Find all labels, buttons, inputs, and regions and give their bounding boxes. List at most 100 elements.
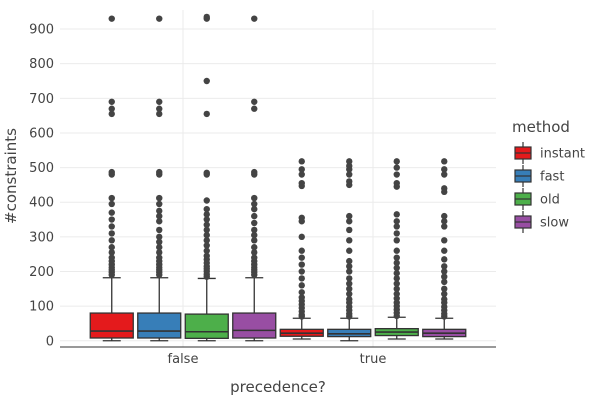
outlier-point: [393, 211, 400, 218]
outlier-point: [441, 268, 448, 275]
outlier-point: [441, 278, 448, 286]
legend-label: instant: [540, 147, 585, 162]
outlier-point: [393, 223, 400, 230]
outlier-point: [441, 290, 448, 298]
y-tick-label: 100: [29, 300, 54, 315]
outlier-point: [346, 257, 353, 265]
legend-label: old: [540, 193, 560, 208]
outlier-point: [298, 166, 305, 173]
outlier-point: [393, 285, 400, 293]
outlier-point: [393, 237, 400, 244]
box-old-true: [374, 158, 419, 340]
outlier-point: [203, 237, 210, 244]
outlier-point: [298, 268, 305, 275]
outlier-point: [156, 254, 163, 261]
legend-label: slow: [540, 216, 569, 231]
outlier-point: [346, 280, 353, 287]
x-tick-label: true: [360, 352, 387, 367]
legend-key-fast: fast: [514, 165, 564, 187]
outlier-point: [156, 212, 163, 220]
outlier-point: [156, 244, 163, 251]
legend-key-old: old: [514, 188, 560, 210]
outlier-point: [108, 237, 115, 244]
box-plots: [89, 13, 467, 342]
outlier-point: [346, 158, 353, 165]
outlier-point: [393, 164, 400, 171]
outlier-point: [108, 244, 115, 251]
outlier-point: [108, 105, 115, 112]
outlier-point: [346, 285, 353, 293]
outlier-point: [346, 275, 353, 282]
outlier-point: [108, 209, 115, 216]
outlier-point: [156, 226, 163, 234]
outlier-point: [393, 270, 400, 277]
y-tick-label: 0: [46, 334, 54, 349]
box-slow-false: [232, 15, 277, 342]
x-axis-title: precedence?: [230, 378, 326, 396]
outlier-point: [346, 296, 353, 303]
outlier-point: [441, 158, 448, 165]
outlier-point: [251, 200, 258, 208]
y-tick-label: 500: [29, 161, 54, 176]
outlier-point: [441, 273, 448, 280]
outlier-point: [346, 290, 353, 298]
outlier-point: [298, 233, 305, 241]
outlier-point: [156, 98, 163, 105]
box-iqr: [184, 313, 229, 339]
outlier-point: [441, 212, 448, 220]
outlier-point: [156, 168, 163, 176]
outlier-point: [108, 254, 115, 261]
outlier-point: [203, 211, 210, 218]
outlier-point: [298, 275, 305, 282]
box-iqr: [137, 312, 182, 339]
outlier-point: [251, 168, 258, 176]
y-tick-label: 600: [29, 126, 54, 141]
outlier-point: [298, 254, 305, 261]
outlier-point: [441, 171, 448, 178]
outlier-point: [441, 223, 448, 230]
outlier-point: [346, 263, 353, 270]
outlier-point: [108, 249, 115, 256]
box-fast-false: [137, 15, 182, 342]
outlier-point: [441, 296, 448, 303]
outlier-point: [346, 218, 353, 225]
outlier-point: [346, 268, 353, 275]
outlier-point: [298, 214, 305, 222]
outlier-point: [298, 179, 305, 187]
outlier-point: [298, 289, 305, 296]
outlier-point: [203, 205, 210, 213]
legend-title: method: [512, 118, 570, 136]
box-instant-false: [89, 15, 134, 342]
legend-label: fast: [540, 170, 564, 185]
outlier-point: [441, 263, 448, 270]
outlier-point: [441, 285, 448, 293]
outlier-point: [108, 168, 115, 176]
outlier-point: [393, 280, 400, 287]
outlier-point: [393, 171, 400, 178]
outlier-point: [393, 259, 400, 267]
outlier-point: [441, 237, 448, 244]
outlier-point: [346, 178, 353, 185]
outlier-point: [393, 230, 400, 237]
outlier-point: [393, 290, 400, 298]
y-tick-label: 800: [29, 57, 54, 72]
y-tick-label: 200: [29, 265, 54, 280]
outlier-point: [203, 231, 210, 239]
outlier-point: [156, 218, 163, 225]
outlier-point: [156, 233, 163, 241]
outlier-point: [441, 185, 448, 192]
outlier-point: [108, 110, 115, 118]
box-iqr: [327, 328, 372, 338]
outlier-point: [108, 15, 115, 22]
outlier-point: [251, 249, 258, 256]
outlier-point: [156, 207, 163, 215]
y-axis-title: #constraints: [2, 128, 20, 224]
outlier-point: [156, 105, 163, 112]
outlier-point: [156, 194, 163, 202]
outlier-point: [393, 179, 400, 187]
outlier-point: [251, 205, 258, 213]
outlier-point: [251, 231, 258, 239]
outlier-point: [251, 212, 258, 220]
box-old-false: [184, 13, 229, 342]
